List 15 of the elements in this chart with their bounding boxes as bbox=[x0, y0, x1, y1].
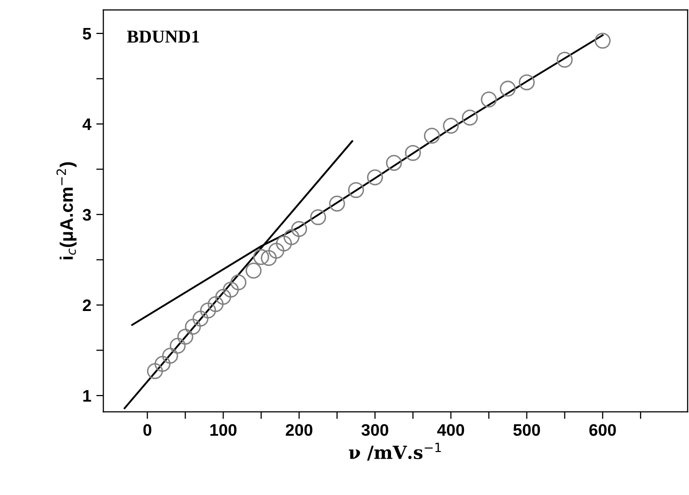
x-tick-label: 100 bbox=[210, 424, 236, 436]
y-tick-label: 1 bbox=[83, 390, 92, 402]
y-tick-label: 2 bbox=[82, 299, 91, 312]
y-tick-label: 3 bbox=[82, 208, 91, 221]
x-tick-label: 200 bbox=[286, 424, 312, 436]
y-tick-label: 5 bbox=[82, 28, 92, 40]
annotation: BDUND1 bbox=[127, 30, 200, 43]
y-tick-label: 4 bbox=[82, 118, 92, 130]
x-tick-label: 300 bbox=[361, 424, 388, 436]
x-tick-label: 400 bbox=[437, 424, 464, 436]
x-tick-label: 500 bbox=[513, 424, 540, 436]
x-tick-label: 600 bbox=[589, 424, 616, 436]
x-tick-label: 0 bbox=[143, 424, 152, 436]
x-axis-title: ν /mV.s$^{−1}$ bbox=[348, 442, 441, 461]
y-axis-title: i$_{c}$(μA.cm$^{−2}$) bbox=[56, 162, 77, 260]
